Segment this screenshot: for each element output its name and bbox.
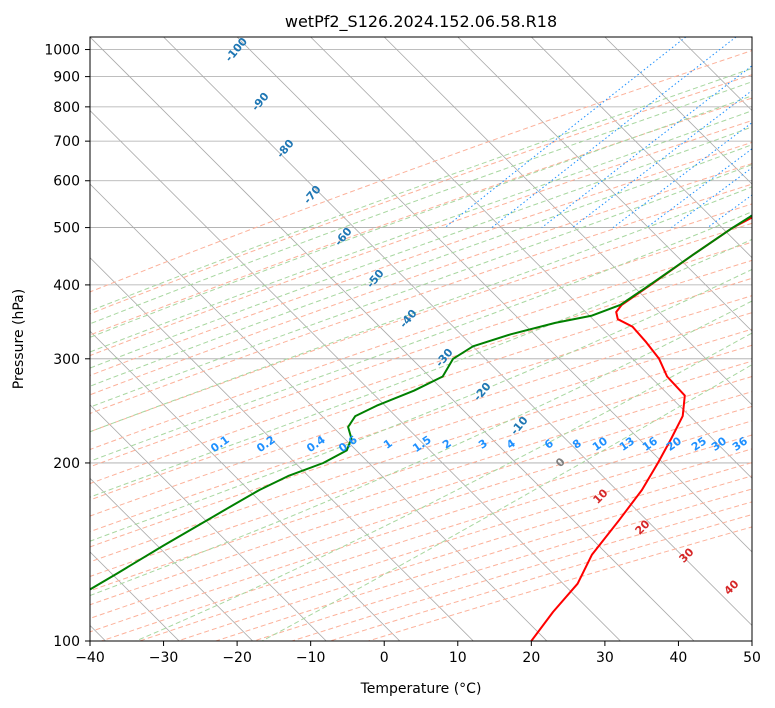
mixing-ratio-line <box>572 89 752 228</box>
dry-adiabat <box>90 49 752 293</box>
x-tick-label: −40 <box>75 650 105 666</box>
y-tick-label: 1000 <box>44 43 80 59</box>
dry-adiabat <box>90 328 752 548</box>
y-tick-label: 100 <box>53 634 80 650</box>
dry-adiabat <box>90 97 752 336</box>
dry-adiabat <box>90 375 752 592</box>
x-tick-label: −30 <box>149 650 179 666</box>
background-lines <box>90 37 752 641</box>
moist-adiabat <box>90 164 752 408</box>
moist-adiabat <box>261 364 752 641</box>
mixing-ratio-line <box>671 167 752 228</box>
moist-adiabat <box>90 186 752 433</box>
dry-adiabat <box>90 241 752 468</box>
profile-line-1 <box>90 214 752 591</box>
moist-adiabat <box>90 95 752 338</box>
y-tick-label: 700 <box>53 134 80 150</box>
x-axis-label: Temperature (°C) <box>360 681 482 697</box>
x-tick-label: −10 <box>296 650 326 666</box>
isotherm <box>383 37 752 406</box>
y-tick-label: 200 <box>53 456 80 472</box>
y-tick-label: 800 <box>53 100 80 116</box>
y-tick-label: 400 <box>53 278 80 294</box>
y-tick-label: 600 <box>53 174 80 190</box>
isotherm <box>90 37 695 641</box>
x-tick-label: 10 <box>449 650 467 666</box>
isotherm <box>90 183 548 641</box>
x-tick-label: 20 <box>522 650 540 666</box>
dry-adiabat <box>90 163 752 396</box>
dry-adiabat <box>90 222 752 451</box>
y-tick-label: 300 <box>53 352 80 368</box>
y-tick-label: 900 <box>53 70 80 86</box>
y-axis: 100 200 300 400 500 600 700 800 900 1000 <box>44 43 90 650</box>
y-axis-label: Pressure (hPa) <box>11 289 27 389</box>
dry-adiabat <box>90 203 752 433</box>
dry-adiabat <box>90 277 752 501</box>
isotherm <box>163 37 752 627</box>
x-tick-label: 50 <box>743 650 761 666</box>
dry-adiabat <box>90 312 752 533</box>
dry-adiabat <box>90 141 752 377</box>
x-axis: −40 −30 −20 −10 0 10 20 30 40 50 <box>75 641 761 666</box>
isotherm <box>90 109 621 641</box>
dry-adiabat <box>90 344 752 563</box>
dry-adiabat <box>90 295 752 517</box>
isotherm <box>90 257 474 641</box>
isotherm <box>236 37 752 553</box>
x-tick-label: 30 <box>596 650 614 666</box>
dry-adiabat <box>90 259 752 485</box>
isotherm <box>457 37 752 332</box>
y-tick-label: 500 <box>53 221 80 237</box>
moist-adiabat <box>90 268 752 542</box>
mixing-ratio-line <box>541 65 752 228</box>
moist-adiabat <box>90 126 752 369</box>
plot-frame <box>89 36 753 642</box>
series-group <box>90 214 752 641</box>
dry-adiabat <box>90 360 752 577</box>
x-tick-label: 40 <box>670 650 688 666</box>
isotherm <box>90 330 401 641</box>
chart-title: wetPf2_S126.2024.152.06.58.R18 <box>285 12 557 32</box>
isotherm <box>90 404 327 641</box>
isotherm <box>604 37 752 185</box>
isotherm <box>90 477 253 641</box>
dry-adiabat <box>90 183 752 415</box>
profile-line-0 <box>530 216 752 641</box>
x-tick-label: 0 <box>380 650 389 666</box>
x-tick-label: −20 <box>222 650 252 666</box>
